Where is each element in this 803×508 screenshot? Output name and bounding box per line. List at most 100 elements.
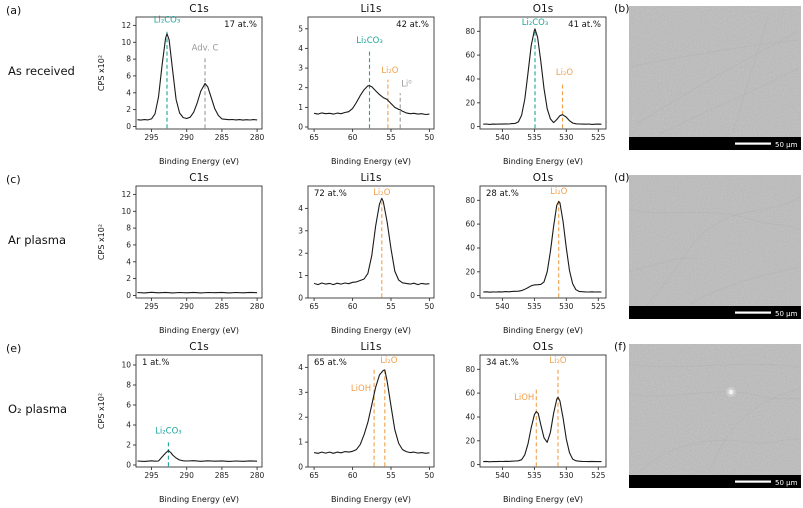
- chart-li1s-as-received: Li1s 65 60 55 50 0 1 2 3 4 5 Binding Energy (eV) Li₂…: [268, 2, 440, 166]
- svg-text:20: 20: [465, 267, 475, 276]
- svg-text:2: 2: [126, 105, 131, 114]
- bright-particle: [728, 389, 734, 395]
- svg-text:295: 295: [144, 133, 159, 142]
- svg-text:535: 535: [527, 471, 542, 480]
- svg-text:LiOH: LiOH: [514, 393, 534, 403]
- svg-text:40: 40: [465, 413, 475, 422]
- sem-scratches: [630, 13, 800, 135]
- chart-svg: C1s 295 290 285 280 0 2 4 6 8 10 12 Binding Energy (…: [97, 3, 265, 166]
- panel-letter-f: (f): [614, 340, 627, 353]
- svg-text:Li₂O: Li₂O: [550, 187, 568, 197]
- svg-text:10: 10: [121, 207, 131, 216]
- chart-c1s-ar-plasma: C1s 295 290 285 280 0 2 4 6 8 10 12 Binding Energy (…: [96, 171, 268, 335]
- svg-text:10: 10: [121, 361, 131, 370]
- svg-text:535: 535: [527, 133, 542, 142]
- figure-row-o2-plasma: (e) O₂ plasma C1s 295 290 285 280 0 2 4 6 8 10 Bind…: [0, 338, 803, 507]
- sem-panel-f: (f): [612, 338, 803, 507]
- svg-text:42 at.%: 42 at.%: [396, 20, 429, 30]
- svg-text:80: 80: [465, 27, 475, 36]
- svg-text:50: 50: [425, 133, 435, 142]
- svg-text:2: 2: [298, 83, 303, 92]
- svg-text:20: 20: [465, 436, 475, 445]
- scalebar-label: 50 µm: [775, 310, 798, 318]
- svg-text:72 at.%: 72 at.%: [314, 189, 347, 199]
- scalebar: [735, 480, 771, 483]
- row-label-o2-plasma: O₂ plasma: [8, 402, 68, 416]
- svg-text:55: 55: [386, 471, 396, 480]
- svg-text:Binding Energy (eV): Binding Energy (eV): [331, 326, 411, 335]
- row-header: (e) O₂ plasma: [0, 338, 96, 507]
- svg-text:17 at.%: 17 at.%: [224, 20, 257, 30]
- svg-text:12: 12: [121, 190, 131, 199]
- svg-text:530: 530: [559, 133, 574, 142]
- svg-text:Binding Energy (eV): Binding Energy (eV): [503, 326, 583, 335]
- svg-text:3: 3: [298, 226, 303, 235]
- panel-letter-e: (e): [6, 342, 22, 355]
- svg-text:0: 0: [470, 291, 475, 300]
- svg-text:CPS x10²: CPS x10²: [97, 393, 106, 429]
- sem-scratches: [629, 363, 801, 473]
- svg-text:O1s: O1s: [533, 172, 553, 184]
- svg-text:O1s: O1s: [533, 341, 553, 353]
- sem-scratches: [629, 196, 801, 306]
- svg-text:60: 60: [465, 51, 475, 60]
- svg-text:6: 6: [126, 240, 131, 249]
- svg-text:28 at.%: 28 at.%: [486, 189, 519, 199]
- svg-text:Li₂O: Li₂O: [549, 356, 567, 366]
- svg-text:4: 4: [126, 257, 131, 266]
- svg-text:4: 4: [126, 421, 131, 430]
- svg-text:Li₂O: Li₂O: [556, 68, 574, 78]
- svg-text:1 at.%: 1 at.%: [142, 358, 169, 368]
- svg-text:65: 65: [309, 471, 319, 480]
- svg-text:8: 8: [126, 381, 131, 390]
- svg-text:295: 295: [144, 302, 159, 311]
- svg-text:540: 540: [495, 471, 510, 480]
- svg-text:Li₂CO₃: Li₂CO₃: [356, 36, 383, 46]
- svg-text:0: 0: [298, 463, 303, 472]
- svg-text:0: 0: [126, 461, 131, 470]
- svg-text:Binding Energy (eV): Binding Energy (eV): [503, 157, 583, 166]
- scalebar-label: 50 µm: [775, 479, 798, 487]
- svg-text:Li1s: Li1s: [361, 341, 382, 353]
- svg-text:LiOH: LiOH: [351, 384, 371, 394]
- svg-text:Adv. C: Adv. C: [192, 44, 219, 54]
- svg-text:280: 280: [250, 133, 265, 142]
- svg-text:6: 6: [126, 401, 131, 410]
- svg-text:280: 280: [250, 471, 265, 480]
- svg-text:8: 8: [126, 55, 131, 64]
- svg-text:60: 60: [348, 471, 358, 480]
- sem-info-bar: [629, 137, 801, 150]
- svg-text:3: 3: [298, 388, 303, 397]
- svg-text:Li₂O: Li₂O: [381, 66, 399, 76]
- svg-text:40: 40: [465, 244, 475, 253]
- chart-svg: Li1s 65 60 55 50 0 1 2 3 4 Binding Energy (eV) Li₂O…: [298, 172, 435, 335]
- svg-text:4: 4: [126, 88, 131, 97]
- chart-svg: Li1s 65 60 55 50 0 1 2 3 4 5 Binding Energy (eV) Li₂…: [298, 3, 435, 166]
- svg-text:290: 290: [180, 471, 195, 480]
- svg-text:6: 6: [126, 71, 131, 80]
- svg-text:525: 525: [591, 471, 606, 480]
- svg-text:1: 1: [298, 103, 303, 112]
- svg-text:525: 525: [591, 133, 606, 142]
- svg-text:2: 2: [298, 413, 303, 422]
- svg-text:Binding Energy (eV): Binding Energy (eV): [331, 157, 411, 166]
- sem-image-d: 50 µm: [629, 175, 801, 319]
- svg-text:285: 285: [215, 302, 230, 311]
- svg-text:55: 55: [386, 133, 396, 142]
- svg-text:3: 3: [298, 64, 303, 73]
- svg-text:1: 1: [298, 438, 303, 447]
- chart-c1s-o2-plasma: C1s 295 290 285 280 0 2 4 6 8 10 Binding Energy (eV…: [96, 340, 268, 504]
- svg-text:CPS x10²: CPS x10²: [97, 55, 106, 91]
- sem-panel-b: (b) 50 µ: [612, 0, 803, 169]
- sem-info-bar: [629, 475, 801, 488]
- svg-text:4: 4: [298, 44, 303, 53]
- svg-text:285: 285: [215, 471, 230, 480]
- svg-text:Li1s: Li1s: [361, 172, 382, 184]
- svg-text:540: 540: [495, 302, 510, 311]
- svg-text:20: 20: [465, 98, 475, 107]
- svg-text:295: 295: [144, 471, 159, 480]
- scalebar-label: 50 µm: [775, 141, 798, 149]
- svg-text:0: 0: [298, 123, 303, 132]
- chart-svg: O1s 540 535 530 525 0 20 40 60 80 Binding Energy (…: [465, 172, 607, 335]
